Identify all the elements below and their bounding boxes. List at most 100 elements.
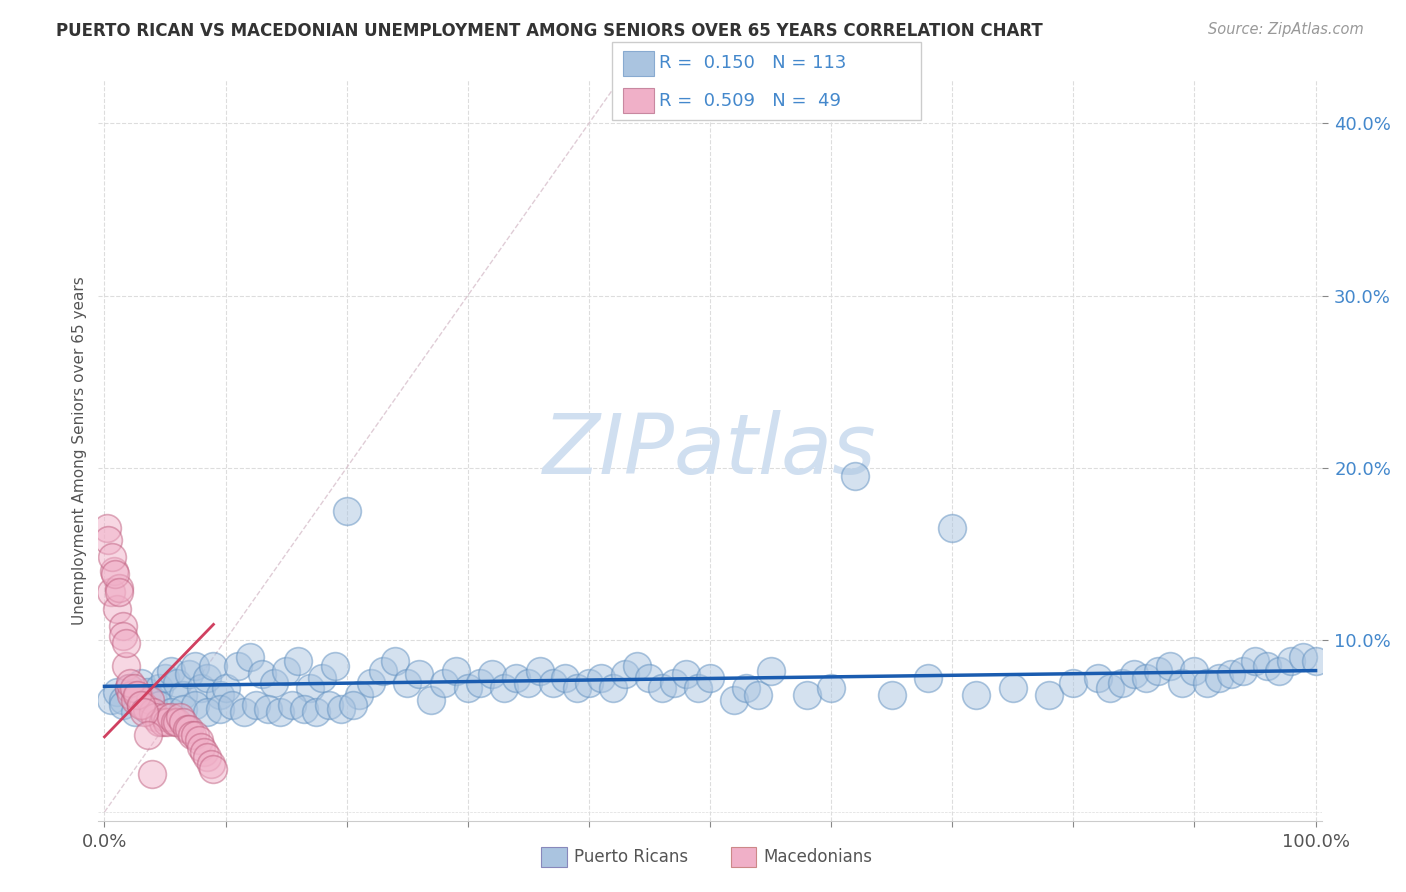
Point <box>143 710 166 724</box>
Point <box>614 667 637 681</box>
Point <box>1256 658 1278 673</box>
Point <box>494 681 516 695</box>
Text: R =  0.509   N =  49: R = 0.509 N = 49 <box>659 92 841 110</box>
Point <box>184 727 207 741</box>
Point <box>318 698 340 713</box>
Point <box>141 767 163 781</box>
Point <box>166 676 188 690</box>
Point <box>1122 667 1144 681</box>
Point <box>1135 671 1157 685</box>
Point <box>1111 676 1133 690</box>
Point <box>1147 664 1170 678</box>
Point <box>134 705 156 719</box>
Point <box>420 693 443 707</box>
Point <box>118 676 141 690</box>
Point <box>457 681 479 695</box>
Point <box>160 664 183 678</box>
Point <box>481 667 503 681</box>
Point <box>108 581 131 595</box>
Point <box>287 653 309 667</box>
Point <box>111 693 134 707</box>
Point <box>148 698 170 713</box>
Point <box>541 676 564 690</box>
Point <box>699 671 721 685</box>
Point <box>880 688 903 702</box>
Point <box>115 636 138 650</box>
Point <box>281 698 304 713</box>
Point <box>100 584 122 599</box>
Point <box>747 688 769 702</box>
Point <box>179 723 201 737</box>
Point <box>160 710 183 724</box>
Point <box>122 681 145 695</box>
Point <box>184 658 207 673</box>
Point <box>96 521 118 535</box>
Point <box>135 702 157 716</box>
Point <box>124 705 146 719</box>
Point <box>202 762 225 776</box>
Point <box>1232 664 1254 678</box>
Point <box>176 723 198 737</box>
Point <box>172 715 194 730</box>
Point <box>347 688 370 702</box>
Point <box>129 698 152 713</box>
Point <box>565 681 588 695</box>
Point <box>142 705 165 719</box>
Point <box>468 676 491 690</box>
Point <box>529 664 551 678</box>
Point <box>193 745 215 759</box>
Point <box>250 667 273 681</box>
Text: PUERTO RICAN VS MACEDONIAN UNEMPLOYMENT AMONG SENIORS OVER 65 YEARS CORRELATION : PUERTO RICAN VS MACEDONIAN UNEMPLOYMENT … <box>56 22 1043 40</box>
Point <box>153 671 176 685</box>
Point <box>651 681 673 695</box>
Point <box>148 681 170 695</box>
Point <box>135 684 157 698</box>
Point <box>662 676 685 690</box>
Point <box>941 521 963 535</box>
Point <box>118 681 141 695</box>
Point <box>136 727 159 741</box>
Point <box>336 504 359 518</box>
Point <box>232 705 254 719</box>
Text: ZIPatlas: ZIPatlas <box>543 410 877 491</box>
Point <box>208 702 231 716</box>
Point <box>1208 671 1230 685</box>
Point <box>578 676 600 690</box>
Point <box>179 667 201 681</box>
Point <box>172 688 194 702</box>
Point <box>214 681 236 695</box>
Point <box>100 693 122 707</box>
Point <box>115 658 138 673</box>
Point <box>148 715 170 730</box>
Point <box>360 676 382 690</box>
Point <box>152 715 174 730</box>
Point <box>129 698 152 713</box>
Point <box>1184 664 1206 678</box>
Point <box>153 710 176 724</box>
Point <box>97 533 120 547</box>
Point <box>135 702 157 716</box>
Point <box>638 671 661 685</box>
Point <box>163 715 186 730</box>
Point <box>1171 676 1194 690</box>
Point <box>100 550 122 565</box>
Y-axis label: Unemployment Among Seniors over 65 years: Unemployment Among Seniors over 65 years <box>72 277 87 624</box>
Point <box>208 688 231 702</box>
Point <box>323 658 346 673</box>
Point <box>1001 681 1024 695</box>
Point <box>118 681 141 695</box>
Point <box>190 739 212 754</box>
Point <box>299 681 322 695</box>
Text: Macedonians: Macedonians <box>763 848 873 866</box>
Point <box>305 705 328 719</box>
Text: R =  0.150   N = 113: R = 0.150 N = 113 <box>659 54 846 72</box>
Point <box>675 667 697 681</box>
Point <box>127 688 149 702</box>
Point <box>197 705 219 719</box>
Point <box>108 584 131 599</box>
Point <box>111 698 134 713</box>
Point <box>169 710 191 724</box>
Point <box>187 732 209 747</box>
Point <box>111 629 134 643</box>
Point <box>105 684 128 698</box>
